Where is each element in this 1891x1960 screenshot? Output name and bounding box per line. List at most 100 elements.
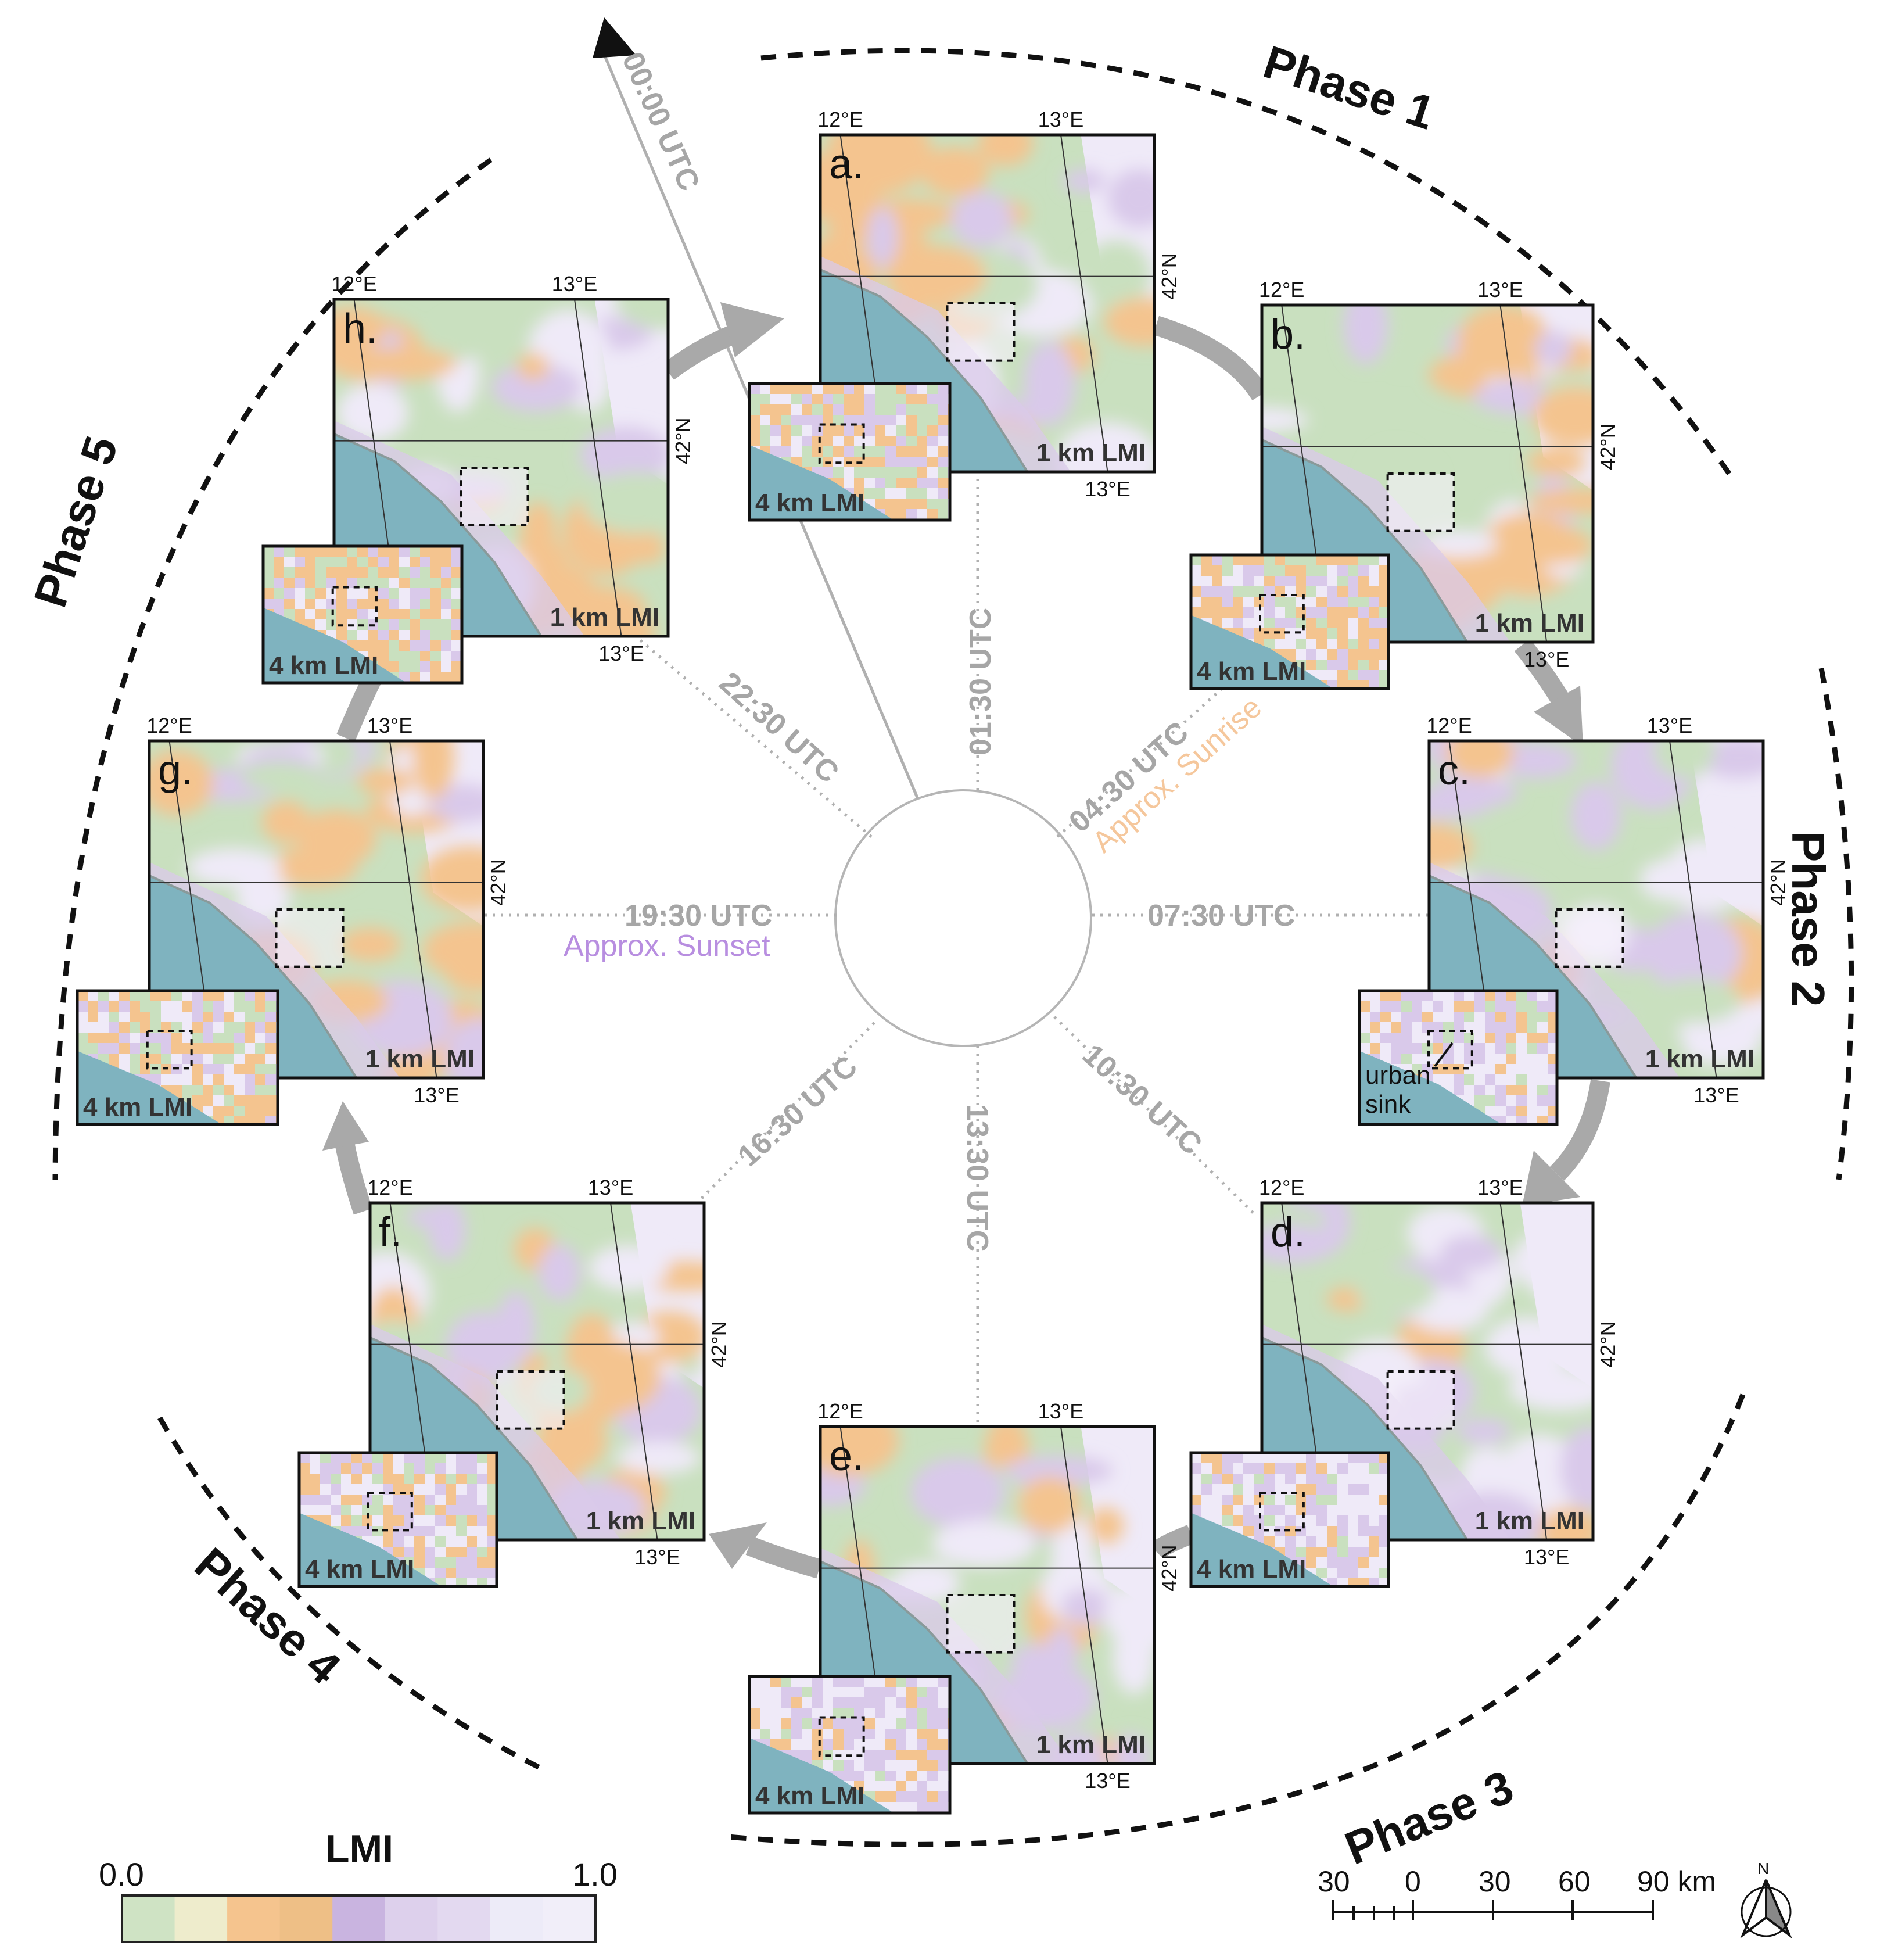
urban-box [1386,1370,1455,1430]
panel-main-label: 1 km LMI [586,1507,695,1535]
arrow-e-f [745,1536,822,1579]
meridian-13e [610,1203,658,1540]
spoke-2230 [638,638,873,838]
panel-main-label: 1 km LMI [1475,609,1584,637]
lat-label: 42°N [707,1321,731,1367]
phase-1-label: Phase 1 [1258,36,1441,139]
urban-box [496,1370,565,1430]
north-arrow-right [1765,1879,1792,1939]
legend-swatch [279,1895,333,1942]
map-panel-h: h. 1 km LMI 12°E 13°E 13°E 42°N 4 km LMI [261,272,695,685]
legend-frame [121,1894,597,1943]
map-panel-g: g. 1 km LMI 12°E 13°E 13°E 42°N 4 km LMI [76,714,510,1126]
inset-sea [749,1737,894,1813]
legend-swatch [227,1895,281,1942]
lon-label-bottom: 13°E [1524,1545,1569,1569]
clock-center [834,789,1092,1047]
lon-label-west: 12°E [817,1399,863,1423]
panel-frame [148,739,485,1080]
map-area [370,1203,704,1540]
panel-letter: h. [343,306,378,352]
inset-label: 4 km LMI [1197,1555,1306,1583]
map-panel-e: e. 1 km LMI 12°E 13°E 13°E 42°N 4 km LMI [748,1399,1181,1815]
lon-label-east: 13°E [552,272,597,296]
inset-frame [76,989,279,1126]
time-0730: 07:30 UTC [1147,899,1295,933]
time-0000: 00:00 UTC [615,47,706,196]
inset-frame [297,1451,498,1588]
inset-urban-box [146,1030,193,1070]
panel-main-label: 1 km LMI [1645,1045,1754,1073]
spoke-0430 [1056,679,1233,838]
inset-urban-box [1259,1492,1305,1532]
inset-label: 4 km LMI [269,651,378,680]
inset-urban-box [1259,594,1305,634]
lon-label-west: 12°E [1259,278,1304,302]
map-panel-f: f. 1 km LMI 12°E 13°E 13°E 42°N 4 km LMI [297,1176,731,1588]
lon-label-east: 13°E [588,1176,633,1199]
urban-sink-label-1: urban [1365,1061,1431,1090]
meridian-13e [1060,1427,1108,1764]
spoke-1630 [696,1022,875,1204]
arrow-g-h [336,675,381,742]
lon-label-east: 13°E [1647,714,1692,737]
inset-label: 4 km LMI [305,1555,414,1583]
urban-box [275,908,345,968]
lat-label: 42°N [1596,423,1620,470]
arrowhead-b-c [1534,686,1583,747]
legend-swatch [490,1895,544,1942]
inset-frame [1189,1451,1390,1588]
time-1930: 19:30 UTC [625,899,772,933]
lat-label: 42°N [671,417,695,464]
inset-4km: 4 km LMI [76,989,279,1126]
phase-arcs [52,48,1854,1847]
arrow-a-b [1153,316,1269,401]
lon-label-bottom: 13°E [1085,1769,1130,1793]
north-arrow: N [1740,1859,1792,1939]
time-1630: 16:30 UTC [731,1049,864,1173]
map-panel-b: b. 1 km LMI 12°E 13°E 13°E 42°N 4 km LMI [1189,278,1620,690]
panel-main-label: 1 km LMI [1036,439,1146,467]
lon-label-east: 13°E [1477,278,1523,302]
lon-label-west: 12°E [146,714,192,737]
panel-letter: d. [1271,1209,1305,1256]
lon-label-west: 12°E [1259,1176,1304,1199]
inset-4km: 4 km LMI [261,544,464,685]
time-2230: 22:30 UTC [713,666,845,790]
phase-2-label: Phase 2 [1782,831,1834,1006]
lon-label-west: 12°E [817,108,863,131]
lat-label: 42°N [1596,1321,1620,1367]
inset-urban-box [331,586,378,627]
inset-label: 4 km LMI [1197,657,1306,686]
panel-frame [819,1425,1156,1765]
arrow-c-d [1549,1079,1610,1181]
urban-sink-label-2: sink [1365,1090,1411,1119]
lat-label: 42°N [1157,253,1181,299]
meridian-13e [574,299,622,636]
meridian-13e [1499,1203,1548,1540]
arrowhead-h-a [720,302,784,357]
lmi-legend: LMI 0.0 1.0 [99,1827,618,1943]
lon-label-bottom: 13°E [634,1545,680,1569]
meridian-13e [1669,741,1717,1078]
phase-5-arc [52,157,493,1180]
legend-swatches [122,1895,596,1942]
phase-1-arc [760,48,1734,478]
lon-label-west: 12°E [1426,714,1472,737]
urban-box [1386,472,1455,532]
time-1030: 10:30 UTC [1076,1038,1208,1162]
lon-label-bottom: 13°E [1524,647,1569,671]
lat-label: 42°N [1766,859,1790,905]
scale-bar: 30 0 30 60 90 km [1318,1865,1716,1920]
inset-4km: 4 km LMI [748,382,952,522]
legend-swatch [332,1895,386,1942]
phase-3-label: Phase 3 [1338,1761,1520,1875]
inset-label: 4 km LMI [755,489,864,517]
legend-swatch [385,1895,439,1942]
lon-label-bottom: 13°E [598,642,644,665]
lon-label-west: 12°E [331,272,376,296]
lat-label: 42°N [486,859,510,905]
inset-sea [749,445,894,520]
inset-urban-box [1427,1030,1473,1070]
panel-letter: c. [1438,747,1470,794]
